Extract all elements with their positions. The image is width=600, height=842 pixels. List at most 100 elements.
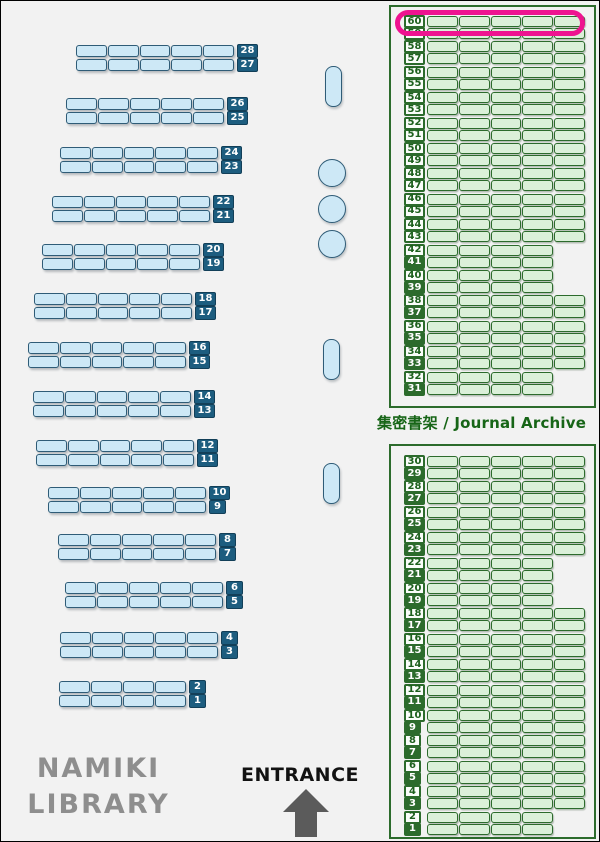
shelf-bar [427, 645, 585, 657]
shelf-cell [554, 786, 585, 798]
shelf-cell [111, 501, 143, 513]
shelf-number-badge: 27 [404, 492, 425, 506]
shelf-cell [458, 358, 490, 370]
shelf-cell [97, 293, 129, 305]
shelf-number-badge: 26 [227, 97, 248, 111]
shelf-bar [427, 608, 585, 620]
shelf-bar [52, 210, 210, 222]
shelf-cell [522, 671, 554, 683]
shelf-number-badge: 23 [404, 543, 425, 557]
shelf-cell [490, 710, 522, 721]
shelf-number-badge: 37 [404, 306, 425, 320]
shelf-number-badge: 6 [226, 581, 243, 595]
shelf-cell [123, 695, 154, 707]
shelf-number-badge: 16 [189, 341, 210, 355]
shelf-number-badge: 45 [404, 204, 425, 218]
shelf-number-badge: 17 [195, 306, 216, 320]
shelf-cell [522, 544, 554, 556]
shelf-cell [458, 383, 490, 395]
shelf-cell [490, 659, 522, 671]
shelf-bar [28, 356, 186, 368]
shelf-cell [52, 210, 83, 222]
shelf-bar [76, 45, 234, 57]
shelf-cell [66, 112, 97, 124]
shelf-bar [427, 569, 553, 581]
shelf-cell [522, 143, 554, 154]
shelf-number-badge: 2 [189, 680, 206, 694]
shelf-cell [458, 231, 490, 243]
shelf-number-badge: 5 [226, 595, 243, 609]
shelf-cell [427, 760, 458, 772]
shelf-bar [28, 342, 186, 354]
shelf-cell [427, 256, 458, 268]
shelf-cell [458, 270, 490, 281]
shelf-cell [79, 487, 111, 499]
shelf-cell [522, 481, 554, 493]
shelf-cell [427, 66, 458, 78]
shelf-cell [155, 681, 186, 693]
shelf-cell [105, 258, 137, 270]
shelf-cell [427, 219, 458, 231]
shelf-cell [522, 645, 554, 657]
shelf-bar [60, 632, 218, 644]
shelf-cell [458, 659, 490, 671]
entrance-arrow-icon [283, 789, 329, 837]
shelf-cell [73, 244, 105, 256]
shelf-cell [163, 454, 194, 466]
shelf-cell [121, 548, 153, 560]
shelf-cell [96, 582, 128, 594]
shelf-bar [427, 282, 553, 293]
shelf-number-badge: 38 [404, 294, 425, 308]
shelf-cell [427, 129, 458, 141]
shelf-cell [554, 532, 585, 544]
shelf-number-badge: 3 [404, 797, 421, 811]
arrow-head [283, 789, 329, 812]
shelf-bar [36, 454, 194, 466]
shelf-number-badge: 55 [404, 77, 425, 91]
shelf-number-badge: 51 [404, 128, 425, 142]
shelf-cell [522, 456, 554, 467]
shelf-cell [490, 358, 522, 370]
shelf-cell [554, 307, 585, 319]
shelf-cell [161, 293, 192, 305]
shelf-number-badge: 3 [221, 645, 238, 659]
shelf-cell [153, 548, 185, 560]
shelf-number-badge: 15 [189, 355, 210, 369]
shelf-bar [427, 772, 585, 784]
shelf-bar [427, 92, 585, 104]
shelf-cell [160, 582, 192, 594]
shelf-cell [490, 456, 522, 467]
shelf-cell [458, 143, 490, 154]
shelf-cell [490, 346, 522, 358]
shelf-bar [42, 244, 200, 256]
shelf-cell [490, 823, 522, 835]
shelf-cell [554, 798, 585, 810]
shelf-number-badge: 13 [194, 404, 215, 418]
shelf-cell [522, 608, 554, 620]
shelf-cell [554, 696, 585, 708]
shelf-cell [554, 92, 585, 104]
shelf-cell [458, 710, 490, 721]
shelf-bar [427, 320, 585, 332]
shelf-cell [48, 487, 79, 499]
shelf-number-badge: 23 [221, 160, 242, 174]
shelf-number-badge: 1 [189, 694, 206, 708]
shelf-cell [490, 493, 522, 505]
shelf-cell [187, 161, 218, 173]
shelf-cell [458, 129, 490, 141]
shelf-cell [458, 104, 490, 116]
shelf-cell [490, 760, 522, 772]
shelf-cell [522, 332, 554, 344]
shelf-number-badge: 31 [404, 382, 425, 396]
shelf-cell [96, 405, 128, 417]
shelf-cell [427, 53, 458, 65]
shelf-cell [458, 747, 490, 759]
shelf-cell [458, 544, 490, 556]
shelf-number-badge: 15 [404, 644, 425, 658]
shelf-number-badge: 25 [404, 517, 425, 531]
library-name-line2: LIBRARY [27, 789, 170, 820]
shelf-cell [192, 582, 223, 594]
shelf-cell [427, 735, 458, 747]
shelf-cell [59, 342, 91, 354]
shelf-cell [490, 205, 522, 217]
